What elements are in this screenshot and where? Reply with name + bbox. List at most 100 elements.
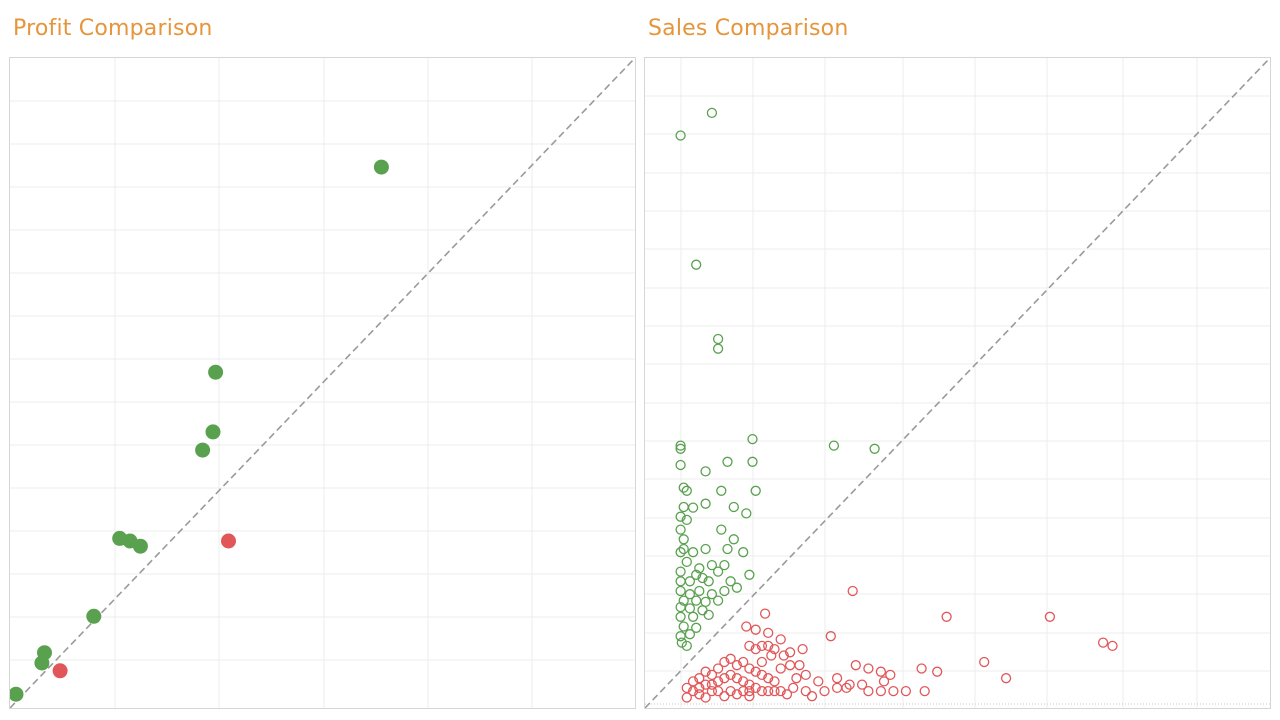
data-point	[731, 660, 743, 671]
data-point	[763, 627, 774, 639]
profit-comparison-chart[interactable]	[9, 57, 636, 709]
data-point	[700, 679, 711, 690]
data-point	[744, 679, 755, 690]
data-point	[706, 669, 718, 681]
sales-comparison-chart[interactable]	[644, 57, 1271, 709]
data-point	[675, 566, 686, 577]
data-point	[684, 589, 696, 600]
data-point	[763, 640, 774, 652]
data-point	[712, 566, 724, 577]
data-point	[675, 585, 686, 597]
data-point	[916, 663, 927, 674]
data-point	[725, 685, 736, 697]
data-point	[722, 456, 733, 467]
data-point	[697, 605, 708, 616]
data-point	[828, 440, 840, 451]
data-point	[208, 364, 224, 380]
data-point	[763, 673, 774, 684]
data-point	[778, 650, 789, 661]
data-point	[738, 656, 749, 668]
data-point	[869, 443, 880, 454]
data-point	[681, 556, 692, 568]
data-point	[844, 679, 855, 690]
data-point	[706, 679, 718, 690]
data-point	[719, 656, 730, 668]
data-point	[700, 596, 711, 608]
data-point	[878, 676, 890, 687]
data-point	[781, 689, 793, 700]
data-point	[750, 666, 761, 677]
data-point	[706, 685, 718, 697]
data-point	[756, 669, 768, 681]
data-point	[37, 645, 52, 661]
data-point	[678, 621, 689, 632]
data-point	[684, 576, 696, 587]
data-point	[750, 485, 761, 496]
data-point	[86, 608, 102, 624]
data-point	[712, 676, 724, 687]
data-point	[784, 660, 796, 671]
data-point	[941, 611, 952, 622]
data-point	[703, 609, 714, 621]
data-point	[819, 685, 830, 697]
data-point	[744, 691, 755, 702]
data-point	[716, 485, 727, 496]
data-point	[684, 603, 696, 614]
data-point	[932, 666, 943, 677]
profit-chart-title: Profit Comparison	[13, 16, 213, 41]
data-point	[694, 689, 705, 700]
data-point	[700, 466, 711, 477]
data-point	[687, 685, 699, 697]
data-point	[888, 685, 899, 697]
data-point	[700, 543, 711, 555]
data-point	[750, 643, 761, 655]
data-point	[797, 643, 808, 655]
data-point	[694, 563, 705, 574]
data-point	[763, 685, 774, 697]
data-point	[675, 459, 686, 471]
data-point	[769, 685, 780, 697]
data-point	[850, 660, 861, 671]
data-point	[800, 669, 811, 681]
data-point	[800, 685, 811, 697]
data-point	[1044, 611, 1056, 622]
data-point	[1000, 673, 1012, 684]
data-point	[747, 433, 758, 445]
data-point	[863, 663, 874, 674]
data-point	[700, 498, 711, 509]
data-point	[756, 640, 768, 652]
data-point	[706, 559, 718, 571]
data-point	[741, 621, 752, 632]
data-point	[744, 640, 755, 652]
data-point	[678, 543, 689, 555]
diagonal-reference-line	[645, 58, 1270, 708]
data-point	[794, 660, 805, 671]
data-point	[728, 534, 739, 545]
data-point	[722, 543, 733, 555]
data-point	[691, 569, 702, 580]
data-point	[731, 582, 743, 593]
data-point	[687, 676, 699, 687]
data-point	[756, 685, 768, 697]
data-point	[681, 485, 692, 496]
sales-scatter-plot[interactable]	[645, 58, 1270, 708]
profit-scatter-plot[interactable]	[10, 58, 635, 708]
data-point	[731, 673, 743, 684]
data-point	[747, 456, 758, 467]
data-point	[706, 107, 718, 119]
sales-chart-title: Sales Comparison	[648, 16, 849, 41]
data-point	[756, 656, 768, 668]
data-point	[373, 159, 389, 175]
data-point	[706, 589, 718, 600]
data-point	[744, 685, 755, 697]
diagonal-reference-line	[10, 58, 635, 708]
data-point	[791, 673, 802, 684]
data-point	[132, 538, 148, 554]
data-point	[900, 685, 912, 697]
data-point	[697, 572, 708, 584]
data-point	[725, 669, 736, 681]
data-point	[725, 576, 736, 587]
data-point	[831, 682, 843, 694]
data-point	[863, 685, 874, 697]
data-point	[52, 663, 68, 679]
